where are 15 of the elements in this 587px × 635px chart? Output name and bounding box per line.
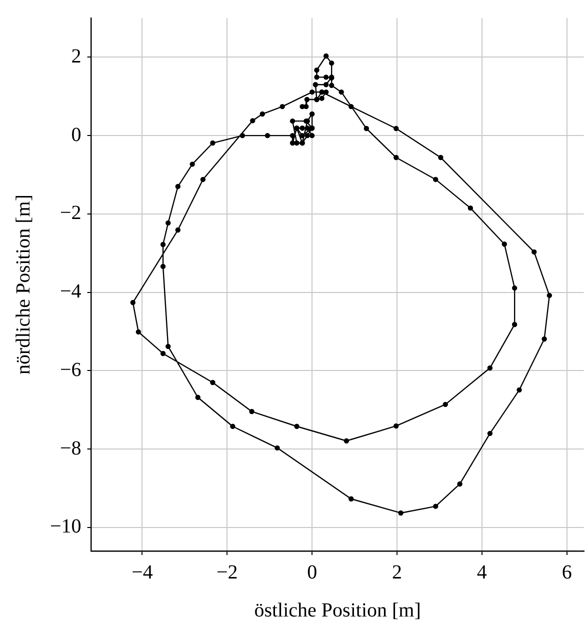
y-axis-title: nördliche Position [m]: [12, 194, 34, 374]
y-tick-label: −2: [60, 202, 82, 224]
y-tick-label: −6: [60, 358, 82, 381]
x-tick-label: −4: [132, 561, 153, 584]
x-tick-label: 4: [476, 561, 487, 584]
x-tick-label: 6: [562, 561, 572, 584]
y-tick-label: 0: [71, 124, 82, 146]
x-tick-label: 2: [392, 561, 402, 584]
x-tick-label: 0: [307, 561, 318, 584]
y-tick-label: −4: [60, 280, 82, 303]
y-tick-label: 2: [71, 45, 82, 68]
y-tick-label: −10: [50, 516, 82, 538]
y-tick-label: −8: [60, 437, 82, 460]
x-axis-title: östliche Position [m]: [254, 599, 421, 622]
x-tick-label: −2: [216, 561, 238, 584]
